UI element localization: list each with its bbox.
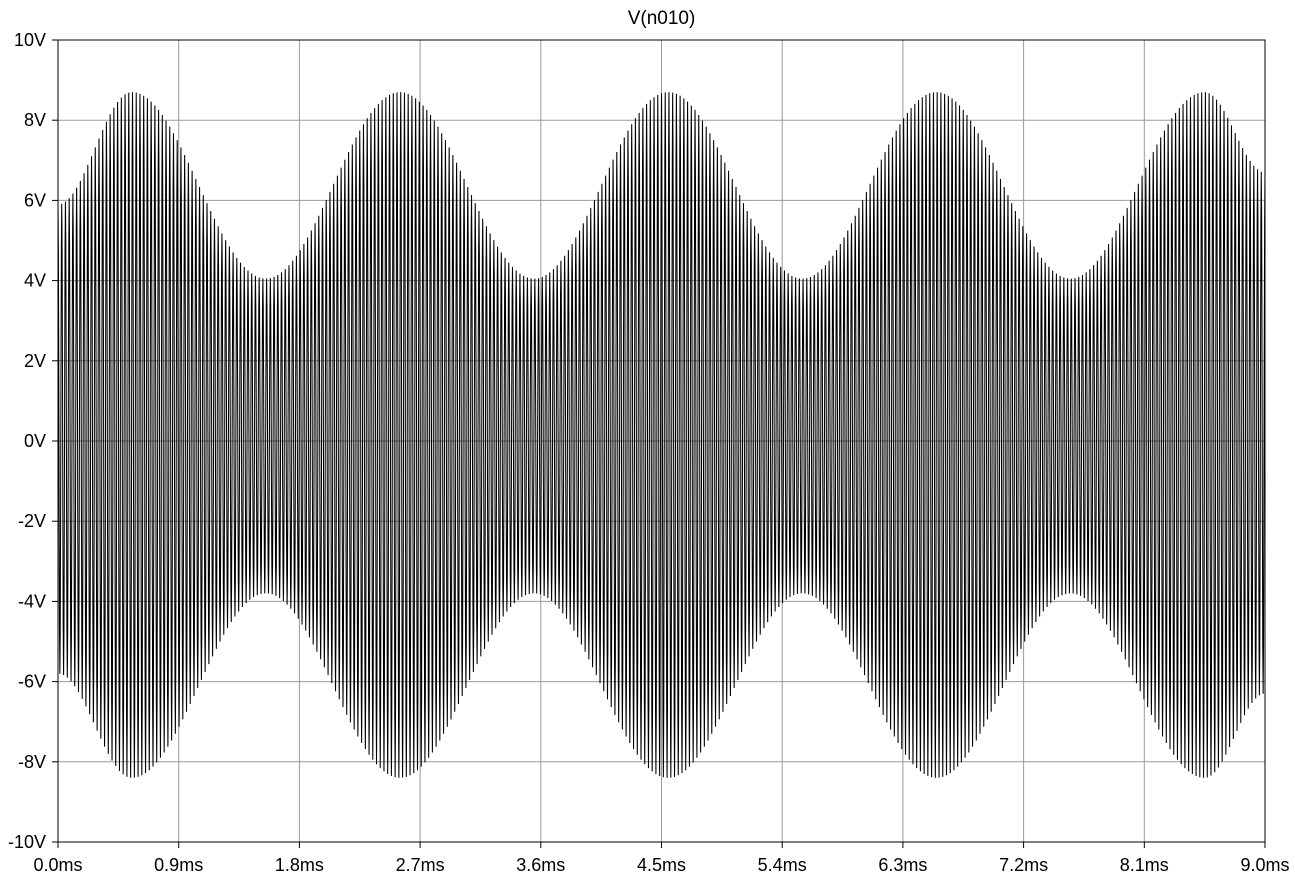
chart-title: V(n010) [628,8,696,29]
axis-ticks: 0.0ms 0.9ms 1.8ms 2.7ms 3.6ms 4.5ms 5.4ms 6.3ms… [8,30,1290,875]
y-tick-label: 4V [24,271,46,291]
x-tick-label: 9.0ms [1240,855,1289,875]
x-tick-label: 3.6ms [516,855,565,875]
x-tick-label: 5.4ms [758,855,807,875]
x-tick-label: 6.3ms [878,855,927,875]
y-tick-label: 10V [14,30,46,50]
trace-v-n010 [57,92,1266,778]
x-tick-label: 2.7ms [396,855,445,875]
y-tick-label: 6V [24,190,46,210]
x-tick-label: 7.2ms [999,855,1048,875]
y-tick-label: -2V [18,511,46,531]
y-tick-label: 0V [24,431,46,451]
y-tick-label: -4V [18,591,46,611]
series-line [57,92,1266,778]
x-tick-label: 1.8ms [275,855,324,875]
x-tick-label: 0.9ms [154,855,203,875]
y-tick-label: -6V [18,672,46,692]
x-tick-label: 4.5ms [637,855,686,875]
y-tick-label: -8V [18,752,46,772]
x-tick-label: 8.1ms [1120,855,1169,875]
y-tick-label: -10V [8,832,46,852]
y-tick-label: 8V [24,110,46,130]
y-tick-label: 2V [24,351,46,371]
x-tick-label: 0.0ms [33,855,82,875]
